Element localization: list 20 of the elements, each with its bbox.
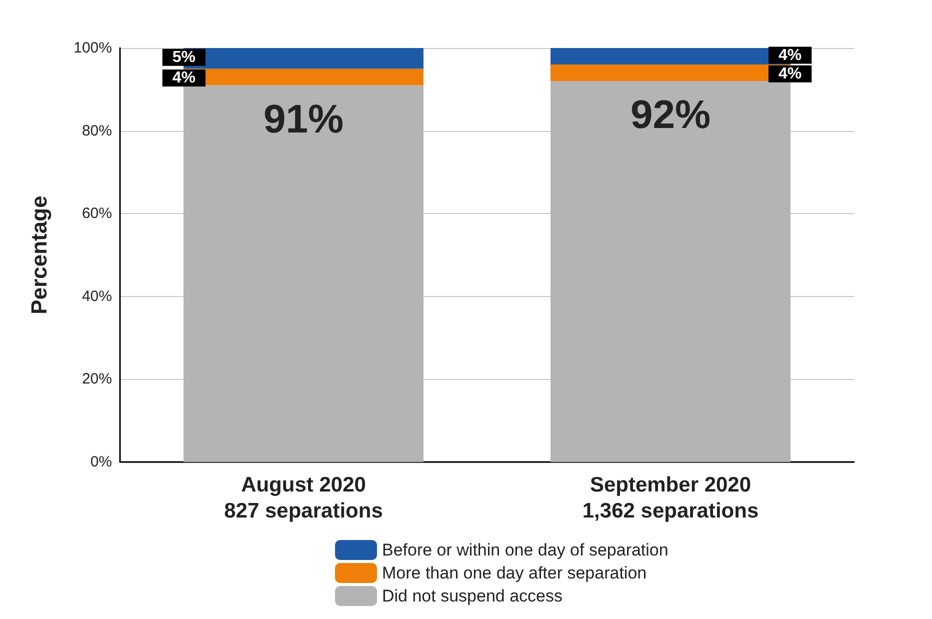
y-tick-label: 60% [82,205,112,222]
data-label: 4% [172,69,196,86]
legend-label: More than one day after separation [382,564,647,582]
y-tick-label: 20% [82,370,112,388]
data-label: 91% [263,97,344,142]
data-label: 4% [778,46,802,64]
y-tick-label: 100% [74,40,112,56]
bar [184,85,424,462]
y-tick-label: 0% [90,454,112,470]
legend-label: Did not suspend access [382,586,562,606]
data-label: 4% [778,65,802,82]
legend-label: Before or within one day of separation [382,540,668,560]
data-label: 5% [172,48,196,66]
y-axis-title: Percentage [26,196,52,314]
y-tick-label: 80% [82,122,112,140]
x-tick-label: September 2020 1,362 separations [582,474,759,522]
data-label: 92% [630,93,711,138]
bar [550,81,790,462]
x-tick-label: August 2020 827 separations [224,474,383,522]
y-tick-label: 40% [82,288,112,305]
